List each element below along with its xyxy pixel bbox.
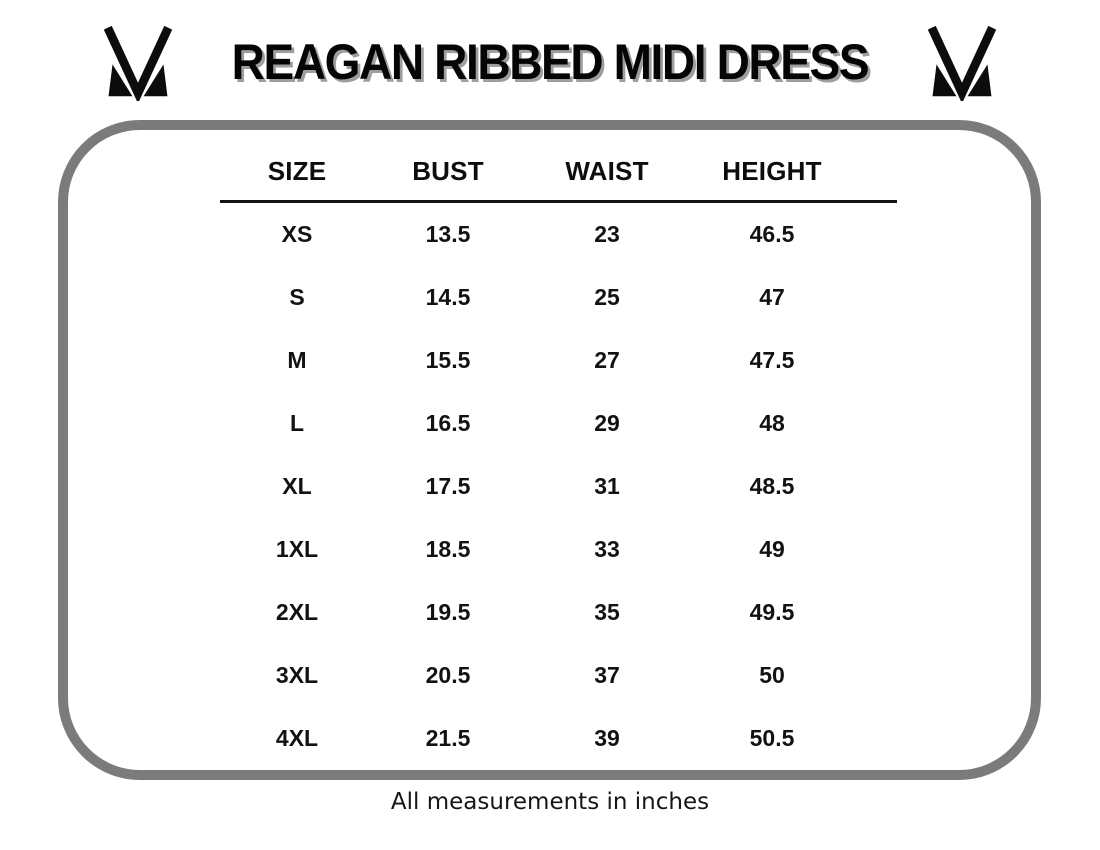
cell-bust: 13.5 bbox=[425, 221, 471, 247]
cell-bust: 20.5 bbox=[425, 662, 471, 688]
column-header-size: SIZE bbox=[267, 155, 327, 186]
cell-waist: 25 bbox=[594, 284, 620, 310]
cell-size: M bbox=[287, 347, 307, 373]
size-chart-frame bbox=[58, 120, 1041, 780]
table-row: 3XL 20.5 37 50 bbox=[220, 644, 897, 707]
cell-size: 4XL bbox=[275, 725, 319, 751]
cell-height: 49.5 bbox=[749, 599, 795, 625]
table-row: M 15.5 27 47.5 bbox=[220, 329, 897, 392]
footer-note: All measurements in inches bbox=[390, 789, 710, 815]
cell-height: 50 bbox=[759, 662, 785, 688]
table-header-row: SIZE BUST WAIST HEIGHT bbox=[220, 142, 897, 200]
cell-bust: 18.5 bbox=[425, 536, 471, 562]
cell-bust: 19.5 bbox=[425, 599, 471, 625]
table-body: XS 13.5 23 46.5 S 14.5 25 47 M 15.5 27 4… bbox=[220, 203, 897, 770]
cell-waist: 33 bbox=[594, 536, 620, 562]
cell-bust: 17.5 bbox=[425, 473, 471, 499]
cell-size: XL bbox=[282, 473, 312, 499]
column-header-waist: WAIST bbox=[565, 155, 649, 186]
table-row: 4XL 21.5 39 50.5 bbox=[220, 707, 897, 770]
brand-m-logo-left-icon bbox=[98, 23, 178, 101]
column-header-height: HEIGHT bbox=[722, 155, 822, 186]
column-header-bust: BUST bbox=[412, 155, 484, 186]
table-row: XS 13.5 23 46.5 bbox=[220, 203, 897, 266]
cell-waist: 35 bbox=[594, 599, 620, 625]
table-row: L 16.5 29 48 bbox=[220, 392, 897, 455]
cell-height: 50.5 bbox=[749, 725, 795, 751]
cell-bust: 15.5 bbox=[425, 347, 471, 373]
size-table: SIZE BUST WAIST HEIGHT XS 13.5 23 46.5 S… bbox=[220, 142, 897, 770]
cell-height: 49 bbox=[759, 536, 785, 562]
cell-waist: 27 bbox=[594, 347, 620, 373]
cell-height: 48.5 bbox=[749, 473, 795, 499]
cell-bust: 16.5 bbox=[425, 410, 471, 436]
header-divider bbox=[220, 200, 897, 203]
brand-m-logo-right-icon bbox=[922, 23, 1002, 101]
cell-height: 48 bbox=[759, 410, 785, 436]
cell-waist: 39 bbox=[594, 725, 620, 751]
cell-bust: 14.5 bbox=[425, 284, 471, 310]
cell-size: 2XL bbox=[275, 599, 319, 625]
cell-height: 46.5 bbox=[749, 221, 795, 247]
cell-size: 1XL bbox=[275, 536, 319, 562]
cell-waist: 37 bbox=[594, 662, 620, 688]
cell-size: L bbox=[289, 410, 305, 436]
table-row: 2XL 19.5 35 49.5 bbox=[220, 581, 897, 644]
table-row: S 14.5 25 47 bbox=[220, 266, 897, 329]
table-row: XL 17.5 31 48.5 bbox=[220, 455, 897, 518]
cell-size: XS bbox=[281, 221, 313, 247]
cell-height: 47.5 bbox=[749, 347, 795, 373]
cell-size: 3XL bbox=[275, 662, 319, 688]
cell-waist: 23 bbox=[594, 221, 620, 247]
cell-height: 47 bbox=[759, 284, 785, 310]
table-row: 1XL 18.5 33 49 bbox=[220, 518, 897, 581]
brand-header: REAGAN RIBBED MIDI DRESS bbox=[0, 14, 1100, 110]
page-title: REAGAN RIBBED MIDI DRESS bbox=[231, 34, 870, 90]
cell-waist: 29 bbox=[594, 410, 620, 436]
cell-size: S bbox=[289, 284, 305, 310]
cell-waist: 31 bbox=[594, 473, 620, 499]
cell-bust: 21.5 bbox=[425, 725, 471, 751]
